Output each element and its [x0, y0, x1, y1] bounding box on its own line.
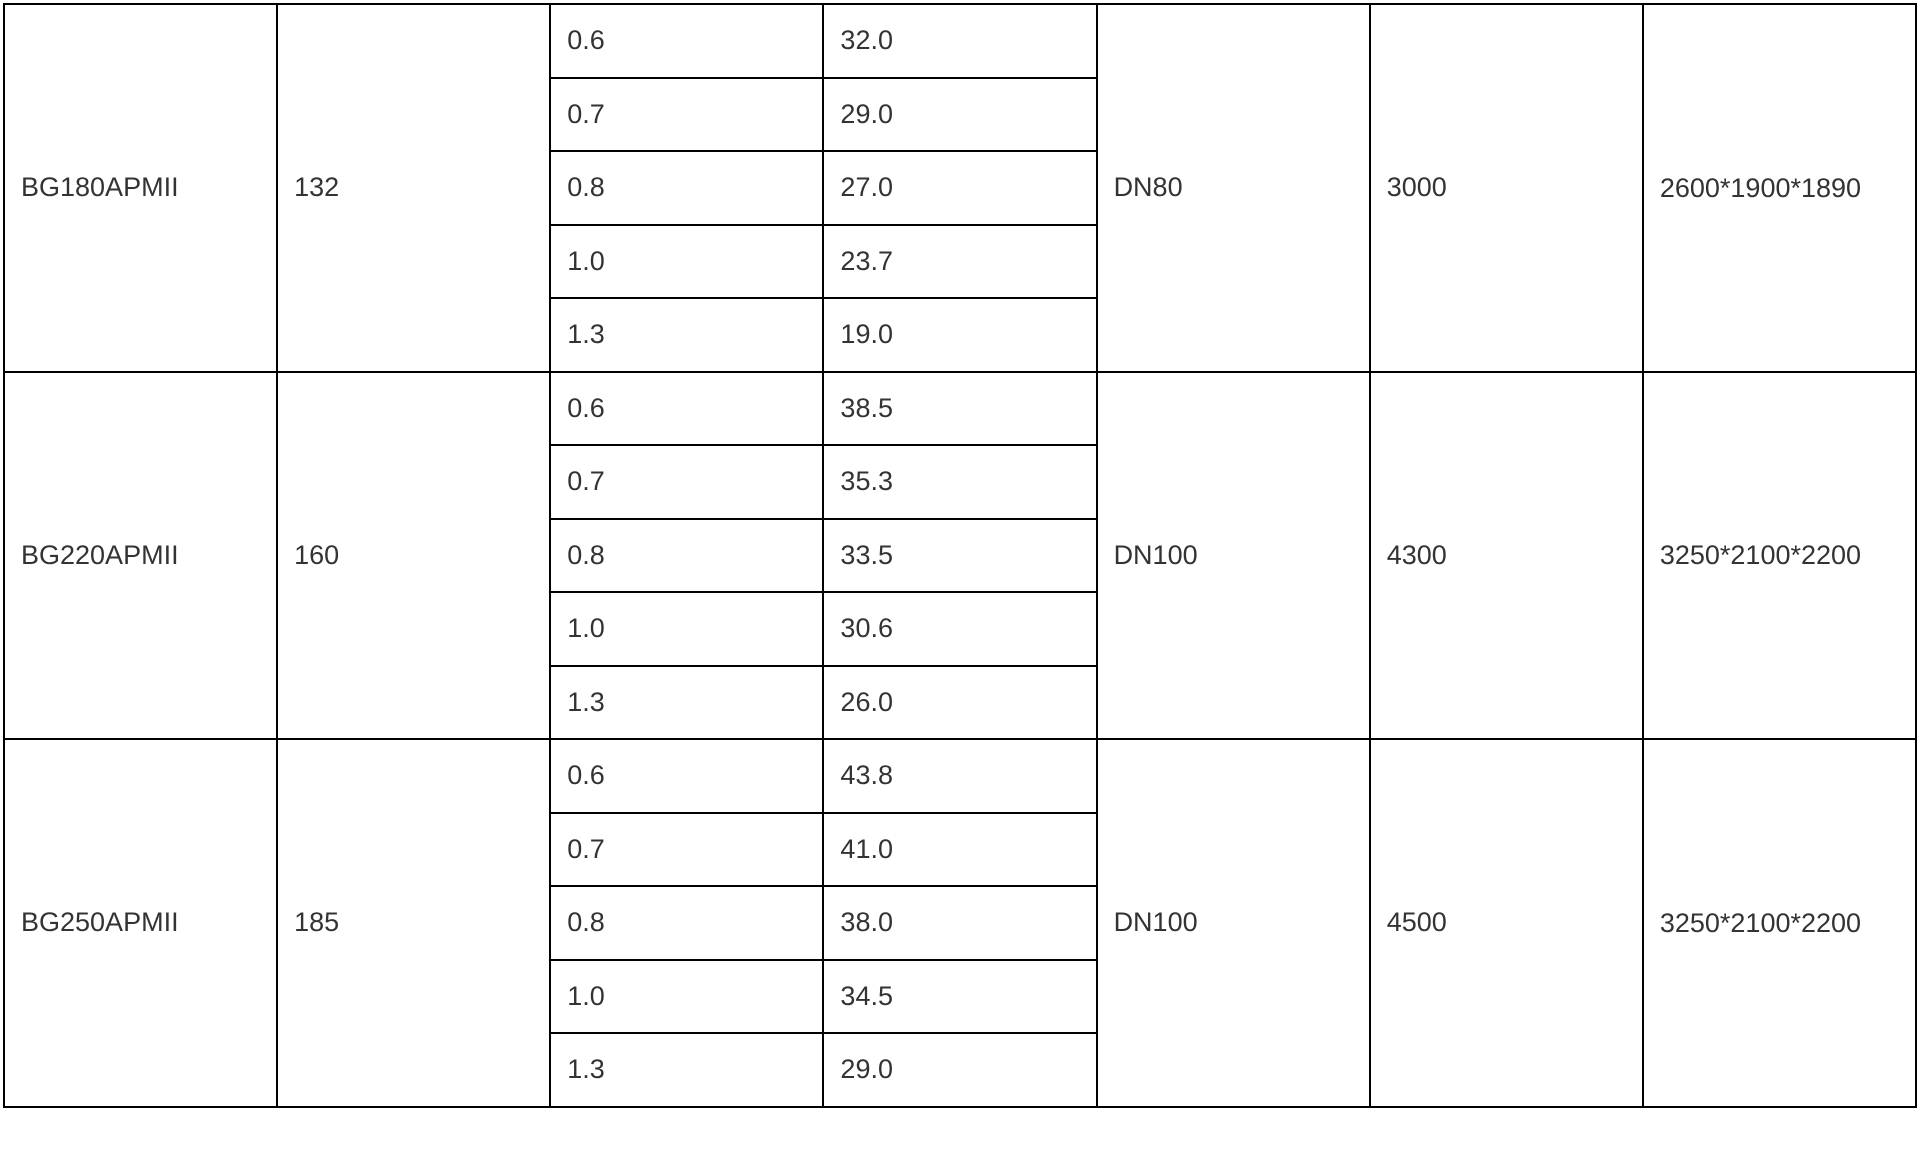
pressure-cell: 0.7	[549, 811, 825, 887]
flow-cell: 29.0	[822, 76, 1098, 152]
flow-cell: 27.0	[822, 150, 1098, 226]
pressure-cell: 0.7	[549, 76, 825, 152]
model-cell: BG220APMII	[2, 370, 279, 740]
table-row: BG180APMII 132 0.6 32.0 DN80 3000 2600*1900*18…	[2, 3, 1918, 373]
pressure-cell: 1.3	[549, 664, 825, 740]
dimensions-cell: 3250*2100*2200	[1641, 738, 1918, 1108]
outlet-cell: DN80	[1095, 3, 1371, 373]
table-row: 0.7 41.0	[4, 811, 1916, 887]
table-row: BG220APMII 160 0.6 38.5 DN100 4300 3250*2100*2…	[2, 370, 1918, 740]
flow-cell: 33.5	[822, 517, 1098, 593]
pressure-cell: 0.8	[549, 885, 825, 961]
outlet-cell: DN100	[1095, 738, 1371, 1108]
pressure-cell: 0.8	[549, 517, 825, 593]
flow-cell: 38.5	[822, 370, 1098, 446]
table-row: 1.3 29.0	[4, 1032, 1916, 1108]
table-row: 1.3 26.0	[4, 664, 1916, 740]
pressure-cell: 1.0	[549, 591, 825, 667]
model-cell: BG180APMII	[2, 3, 279, 373]
pressure-cell: 0.6	[549, 3, 825, 79]
pressure-cell: 1.0	[549, 223, 825, 299]
flow-cell: 38.0	[822, 885, 1098, 961]
table-row: 0.8 33.5	[4, 517, 1916, 593]
flow-cell: 29.0	[822, 1032, 1098, 1108]
dimensions-cell: 2600*1900*1890	[1641, 3, 1918, 373]
flow-cell: 32.0	[822, 3, 1098, 79]
flow-cell: 30.6	[822, 591, 1098, 667]
weight-cell: 3000	[1368, 3, 1644, 373]
flow-cell: 41.0	[822, 811, 1098, 887]
power-cell: 185	[276, 738, 552, 1108]
flow-cell: 35.3	[822, 444, 1098, 520]
power-cell: 132	[276, 3, 552, 373]
pressure-cell: 0.7	[549, 444, 825, 520]
pressure-cell: 1.3	[549, 297, 825, 373]
spec-table: BG180APMII 132 0.6 32.0 DN80 3000 2600*1900*18…	[2, 3, 1918, 1108]
table-row: 1.0 30.6	[4, 591, 1916, 667]
model-cell: BG250APMII	[2, 738, 279, 1108]
flow-cell: 26.0	[822, 664, 1098, 740]
table-row: 0.8 27.0	[4, 150, 1916, 226]
weight-cell: 4500	[1368, 738, 1644, 1108]
flow-cell: 19.0	[822, 297, 1098, 373]
flow-cell: 23.7	[822, 223, 1098, 299]
table-row: 0.8 38.0	[4, 885, 1916, 961]
dimensions-cell: 3250*2100*2200	[1641, 370, 1918, 740]
pressure-cell: 1.0	[549, 958, 825, 1034]
outlet-cell: DN100	[1095, 370, 1371, 740]
dimensions-text: 3250*2100*2200	[1659, 540, 1862, 571]
dimensions-text: 3250*2100*2200	[1659, 907, 1862, 938]
table-row: 1.0 23.7	[4, 223, 1916, 299]
weight-cell: 4300	[1368, 370, 1644, 740]
table-row: 0.7 35.3	[4, 444, 1916, 520]
dimensions-text: 2600*1900*1890	[1659, 172, 1862, 203]
pressure-cell: 0.6	[549, 738, 825, 814]
flow-cell: 34.5	[822, 958, 1098, 1034]
power-cell: 160	[276, 370, 552, 740]
pressure-cell: 1.3	[549, 1032, 825, 1108]
pressure-cell: 0.6	[549, 370, 825, 446]
table-row: 1.0 34.5	[4, 958, 1916, 1034]
table-row: 1.3 19.0	[4, 297, 1916, 373]
flow-cell: 43.8	[822, 738, 1098, 814]
table-row: BG250APMII 185 0.6 43.8 DN100 4500 3250*2100*2…	[2, 738, 1918, 1108]
pressure-cell: 0.8	[549, 150, 825, 226]
table-row: 0.7 29.0	[4, 76, 1916, 152]
